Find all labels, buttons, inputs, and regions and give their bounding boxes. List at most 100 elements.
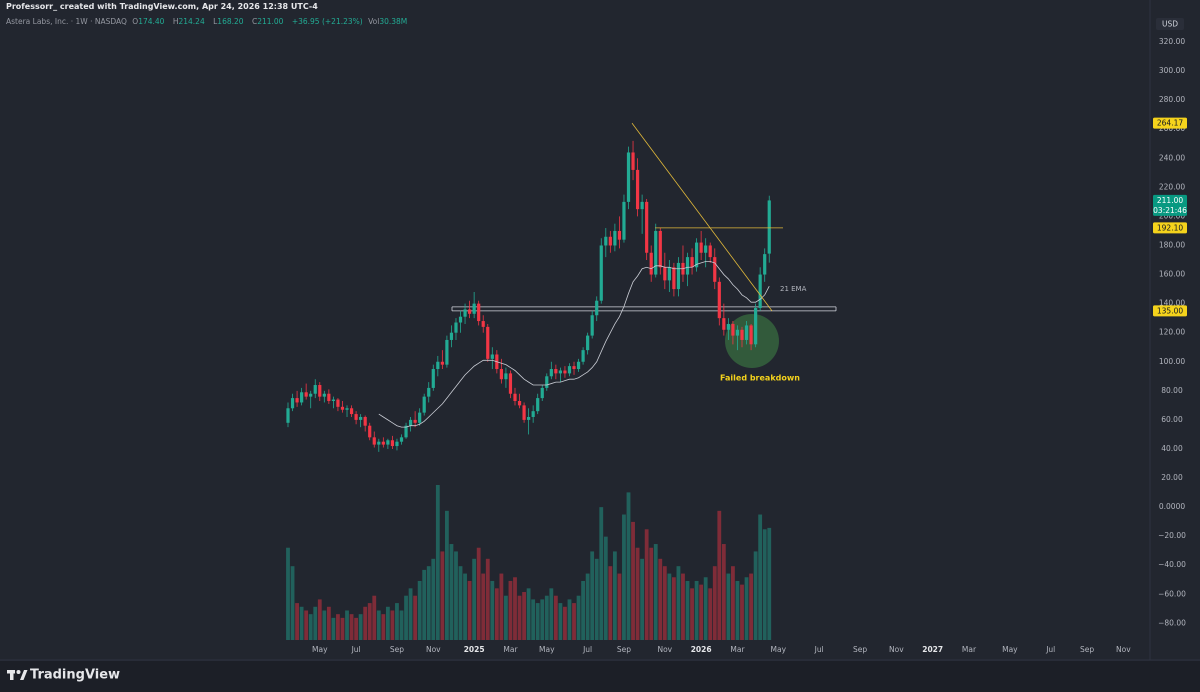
currency-box <box>1156 18 1184 30</box>
volume-bar <box>631 521 635 640</box>
candle-body <box>408 419 413 426</box>
x-tick-label: Jul <box>814 645 824 654</box>
x-tick-label: Nov <box>1116 645 1131 654</box>
candle-body <box>754 307 758 345</box>
candle-body <box>349 408 354 415</box>
y-tick-label: 120.00 <box>1159 328 1185 337</box>
candle-body <box>372 437 376 445</box>
x-tick-label: Sep <box>853 645 867 654</box>
volume-bar <box>599 507 604 640</box>
candle-body <box>477 303 481 322</box>
volume-bar <box>349 614 354 640</box>
y-tick-label: 0.0000 <box>1159 502 1185 511</box>
volume-bar <box>517 595 522 640</box>
volume-bar <box>617 573 622 640</box>
volume-bar <box>395 603 399 640</box>
candle-body <box>767 200 771 254</box>
volume-bar <box>372 595 377 640</box>
candle-body <box>490 354 494 359</box>
legend-item: L168.20 <box>213 17 246 26</box>
legend-key: H <box>172 17 179 26</box>
candle-body <box>581 350 585 362</box>
candle-body <box>458 316 463 323</box>
legend-value: 174.40 <box>138 17 165 26</box>
candle-body <box>399 437 404 442</box>
volume-bar <box>417 580 422 640</box>
y-tick-label: −60.00 <box>1158 589 1186 598</box>
volume-bar <box>313 606 318 640</box>
volume-bar <box>490 580 495 640</box>
volume-bar <box>585 573 590 640</box>
price-tag-label: 192.10 <box>1157 223 1183 232</box>
candle-body <box>744 325 749 340</box>
candle-body <box>531 411 535 417</box>
volume-bar <box>290 566 295 640</box>
volume-bar <box>649 547 654 640</box>
candle-body <box>626 152 631 202</box>
candle-body <box>699 242 703 253</box>
candle-body <box>313 385 317 394</box>
volume-bar <box>758 514 763 640</box>
legend-value: 168.20 <box>217 17 244 26</box>
volume-bar <box>385 606 390 640</box>
volume-bar <box>304 610 309 640</box>
price-tag <box>1153 194 1187 216</box>
trend-line <box>631 122 773 312</box>
x-tick-label: Sep <box>1080 645 1094 654</box>
price-tag <box>1153 222 1187 234</box>
price-tag-label: 135.00 <box>1157 306 1183 315</box>
candle-body <box>685 257 690 275</box>
candle-body <box>608 236 612 246</box>
price-tag <box>1153 305 1187 317</box>
x-tick-label: Mar <box>503 645 518 654</box>
candle-body <box>486 326 490 359</box>
y-tick-label: 60.00 <box>1161 415 1183 424</box>
x-tick-label: May <box>771 645 787 654</box>
x-tick-label: Jul <box>351 645 361 654</box>
ema-label: 21 EMA <box>780 285 807 293</box>
candle-body <box>749 325 753 345</box>
candle-body <box>567 366 572 374</box>
volume-bar <box>435 485 440 640</box>
volume-bar <box>667 573 672 640</box>
volume-bar <box>572 603 576 640</box>
candle-body <box>672 267 676 290</box>
volume-bar <box>299 606 304 640</box>
candle-body <box>418 412 422 423</box>
volume-bar <box>672 577 676 640</box>
volume-bar <box>317 599 322 640</box>
candle-body <box>690 257 694 268</box>
volume-bar <box>535 603 540 640</box>
volume-bar <box>390 610 395 640</box>
candle-body <box>622 201 626 240</box>
volume-bar <box>626 492 631 640</box>
candle-body <box>363 416 367 426</box>
volume-bar <box>358 614 363 640</box>
volume-bar <box>594 558 599 640</box>
volume-bar <box>340 617 345 640</box>
volume-bar <box>726 573 731 640</box>
candle-body <box>322 393 326 397</box>
candle-body <box>404 425 408 438</box>
volume-bar <box>295 603 299 640</box>
candle-body <box>586 335 590 351</box>
candle-body <box>563 370 567 374</box>
volume-bar <box>463 573 467 640</box>
candle-body <box>576 361 581 370</box>
candle-body <box>436 361 440 370</box>
brand-name: TradingView <box>30 668 120 683</box>
volume-bar <box>422 569 427 640</box>
volume-bar <box>740 584 744 640</box>
volume-bar <box>612 551 617 640</box>
volume-bar <box>549 588 554 640</box>
author-line: Professorr_ created with TradingView.com… <box>6 2 318 11</box>
volume-bar <box>753 551 758 640</box>
candle-body <box>631 152 635 170</box>
volume-bar <box>345 610 349 640</box>
x-tick-label: 2026 <box>691 645 712 654</box>
candle-body <box>386 440 390 445</box>
candle-body <box>663 267 667 281</box>
volume-bar <box>635 547 640 640</box>
